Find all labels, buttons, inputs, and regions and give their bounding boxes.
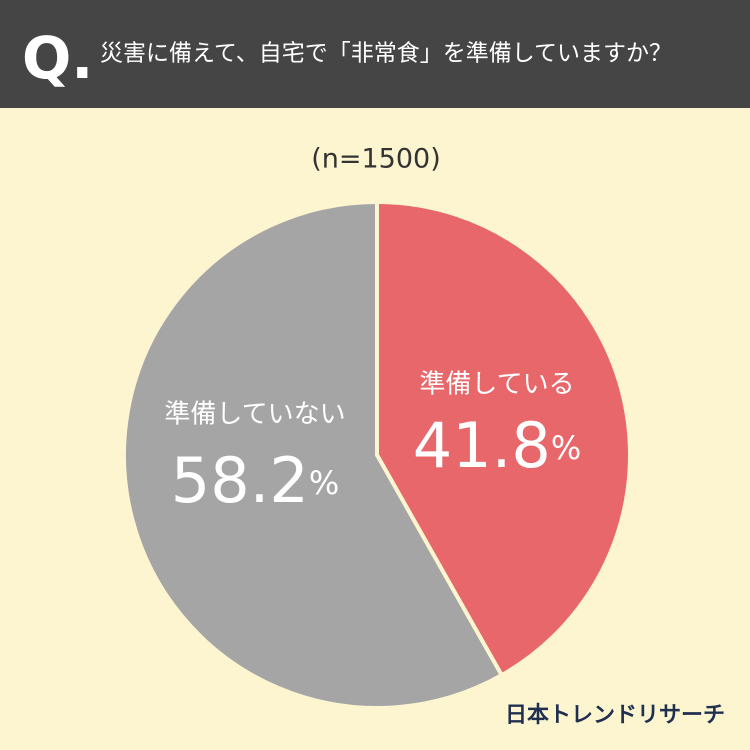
slice-value-label: 41.8%	[413, 409, 581, 482]
brand: 日本トレンドリサーチ	[505, 703, 725, 728]
pie	[122, 200, 632, 710]
slice-category-label: 準備していない	[164, 400, 345, 430]
chart-title: 災害に備えて、自宅で「非常食」を準備していますか？	[100, 41, 672, 67]
labels: 準備している 41.8% 準備していない 58.2%	[164, 370, 581, 518]
slice-value-label: 58.2%	[171, 444, 339, 517]
pie-slice	[375, 200, 632, 678]
pie-slice	[122, 200, 504, 710]
subtitle: (n=1500)	[311, 144, 441, 175]
header	[0, 0, 750, 108]
question-label: Q.	[22, 24, 93, 92]
slice-category-label: 準備している	[419, 370, 574, 400]
